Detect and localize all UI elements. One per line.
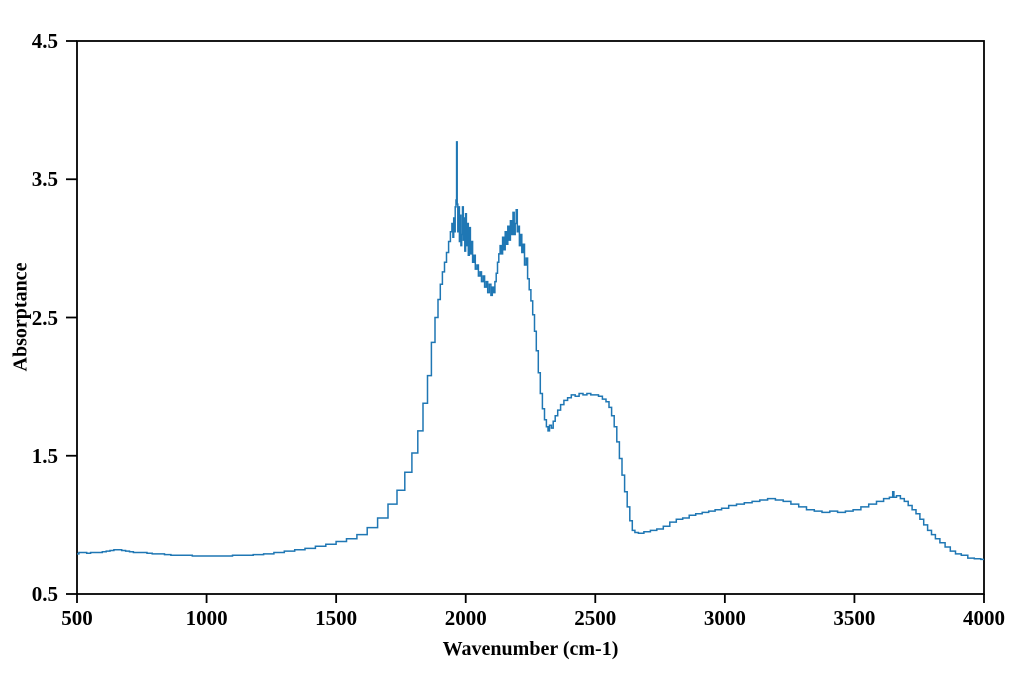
x-tick-label: 3000 bbox=[703, 606, 746, 630]
x-tick-label: 4000 bbox=[963, 606, 1005, 630]
y-tick-label: 3.5 bbox=[31, 167, 58, 192]
y-tick-label: 4.5 bbox=[31, 29, 58, 53]
x-tick-label: 1000 bbox=[185, 606, 228, 630]
x-tick-label: 2000 bbox=[444, 606, 487, 630]
x-tick-label: 3500 bbox=[833, 606, 876, 630]
y-tick-label: 0.5 bbox=[31, 582, 58, 606]
y-axis-title: Absorptance bbox=[9, 262, 32, 372]
x-axis-title: Wavenumber (cm-1) bbox=[442, 638, 619, 660]
x-tick-label: 2500 bbox=[574, 606, 617, 630]
x-tick-label: 1500 bbox=[315, 606, 358, 630]
y-tick-label: 1.5 bbox=[31, 443, 58, 468]
y-tick-label: 2.5 bbox=[31, 305, 58, 330]
x-tick-label: 500 bbox=[61, 606, 93, 630]
spectrum-line bbox=[77, 141, 984, 561]
